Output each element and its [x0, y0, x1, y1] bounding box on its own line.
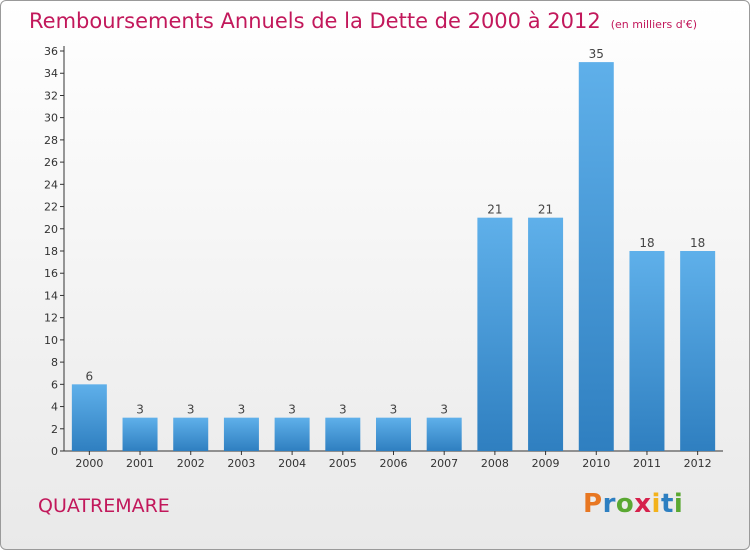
logo-letter: P	[583, 489, 603, 519]
bar	[680, 251, 716, 451]
x-tick-label: 2001	[126, 457, 154, 470]
x-tick-label: 2006	[380, 457, 408, 470]
y-tick-label: 22	[44, 201, 58, 214]
y-tick-label: 4	[51, 401, 58, 414]
y-tick-label: 34	[44, 67, 58, 80]
bar-value-label: 21	[538, 203, 553, 217]
y-tick-label: 28	[44, 134, 58, 147]
x-tick-label: 2005	[329, 457, 357, 470]
y-tick-label: 36	[44, 45, 58, 58]
y-tick-label: 18	[44, 245, 58, 258]
bar-value-label: 6	[86, 369, 94, 383]
bar-value-label: 3	[187, 403, 195, 417]
y-tick-label: 0	[51, 445, 58, 458]
bar-value-label: 18	[690, 236, 705, 250]
x-tick-label: 2007	[430, 457, 458, 470]
x-tick-label: 2004	[278, 457, 306, 470]
proxiti-logo[interactable]: Proxiti	[583, 489, 683, 519]
logo-letter: t	[660, 489, 674, 519]
y-tick-label: 26	[44, 156, 58, 169]
y-tick-label: 2	[51, 423, 58, 436]
logo-letter: o	[615, 489, 635, 519]
y-tick-label: 30	[44, 112, 58, 125]
logo-letter: x	[634, 489, 652, 519]
logo-letter: i	[651, 489, 661, 519]
bar	[426, 417, 462, 451]
bar-value-label: 3	[288, 403, 296, 417]
logo-letter: i	[673, 489, 684, 519]
chart-title-text: Remboursements Annuels de la Dette de 20…	[29, 9, 601, 33]
chart-title: Remboursements Annuels de la Dette de 20…	[29, 9, 697, 33]
x-tick-label: 2010	[582, 457, 610, 470]
x-tick-label: 2000	[75, 457, 103, 470]
x-tick-label: 2009	[532, 457, 560, 470]
bar-value-label: 18	[639, 236, 654, 250]
bar-value-label: 35	[589, 47, 604, 61]
x-tick-label: 2002	[177, 457, 205, 470]
bar	[578, 62, 614, 451]
y-tick-label: 14	[44, 289, 58, 302]
bar-value-label: 21	[487, 203, 502, 217]
x-tick-label: 2011	[633, 457, 661, 470]
y-tick-label: 32	[44, 89, 58, 102]
y-tick-label: 16	[44, 267, 58, 280]
y-tick-label: 20	[44, 223, 58, 236]
bar	[71, 384, 107, 451]
town-name: QUATREMARE	[38, 495, 170, 517]
bar	[477, 217, 513, 451]
y-tick-label: 12	[44, 312, 58, 325]
bar	[629, 251, 665, 451]
y-tick-label: 10	[44, 334, 58, 347]
bar	[274, 417, 310, 451]
bars	[71, 62, 716, 451]
x-tick-label: 2012	[684, 457, 712, 470]
bar-value-label: 3	[440, 403, 448, 417]
chart-subtitle: (en milliers d'€)	[610, 18, 697, 31]
bar	[173, 417, 209, 451]
x-tick-label: 2003	[227, 457, 255, 470]
bar-value-label: 3	[339, 403, 347, 417]
bar-value-label: 3	[238, 403, 246, 417]
labels: 2000 6 2001 3 2002 3 2003 3 2004 3 2005 3 2006 3 2007 3…	[75, 47, 711, 470]
bar	[122, 417, 158, 451]
bar	[223, 417, 259, 451]
x-tick-label: 2008	[481, 457, 509, 470]
y-tick-label: 8	[51, 356, 58, 369]
logo-letter: r	[602, 489, 616, 519]
bar	[528, 217, 564, 451]
y-tick-label: 6	[51, 378, 58, 391]
bar	[325, 417, 361, 451]
y-tick-label: 24	[44, 178, 58, 191]
bar-value-label: 3	[136, 403, 144, 417]
bar-value-label: 3	[390, 403, 398, 417]
bar	[376, 417, 411, 451]
